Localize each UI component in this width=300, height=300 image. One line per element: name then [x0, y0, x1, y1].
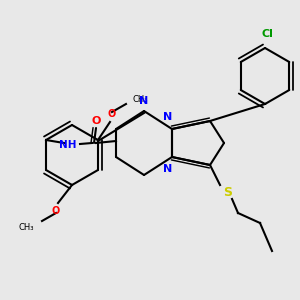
Text: O: O	[91, 116, 101, 126]
Text: N: N	[164, 112, 172, 122]
Text: S: S	[224, 187, 232, 200]
Text: CH₃: CH₃	[19, 223, 34, 232]
Text: CH₃: CH₃	[133, 95, 148, 104]
Text: O: O	[108, 109, 116, 119]
Text: NH: NH	[59, 140, 77, 150]
Text: N: N	[140, 96, 148, 106]
Text: O: O	[52, 206, 60, 216]
Text: N: N	[164, 164, 172, 174]
Text: Cl: Cl	[261, 29, 273, 39]
